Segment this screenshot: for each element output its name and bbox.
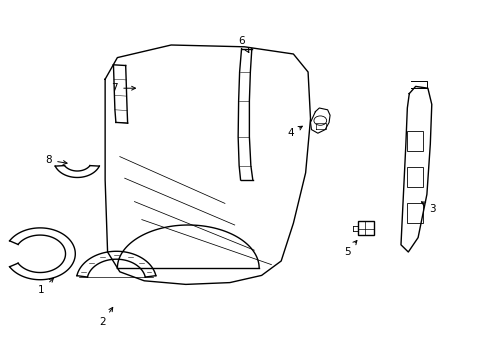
Bar xyxy=(407,131,422,151)
Text: 5: 5 xyxy=(343,240,356,257)
Text: 2: 2 xyxy=(99,307,113,327)
Bar xyxy=(407,167,422,187)
Text: 7: 7 xyxy=(111,83,135,93)
Text: 1: 1 xyxy=(38,278,53,295)
Text: 8: 8 xyxy=(45,155,67,165)
Text: 3: 3 xyxy=(421,202,435,214)
Text: 4: 4 xyxy=(287,126,302,138)
Bar xyxy=(357,221,373,235)
Bar xyxy=(407,203,422,223)
Text: 6: 6 xyxy=(238,36,248,53)
